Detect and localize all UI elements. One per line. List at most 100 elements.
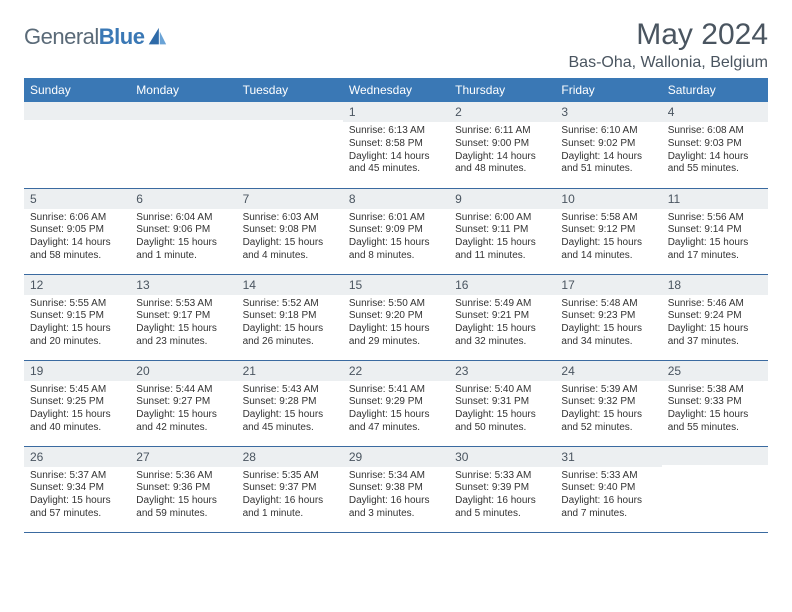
day-detail-line: Daylight: 15 hours [349, 409, 443, 422]
day-details: Sunrise: 5:52 AMSunset: 9:18 PMDaylight:… [237, 295, 343, 353]
day-detail-line: and 47 minutes. [349, 422, 443, 435]
brand-name: GeneralBlue [24, 24, 144, 50]
day-detail-line: Daylight: 15 hours [30, 495, 124, 508]
calendar-day-cell: 22Sunrise: 5:41 AMSunset: 9:29 PMDayligh… [343, 360, 449, 446]
day-detail-line: and 52 minutes. [561, 422, 655, 435]
day-details: Sunrise: 5:58 AMSunset: 9:12 PMDaylight:… [555, 209, 661, 267]
day-detail-line: Sunset: 9:29 PM [349, 396, 443, 409]
day-number: 26 [24, 447, 130, 467]
day-detail-line: Sunset: 9:32 PM [561, 396, 655, 409]
day-detail-line: Sunrise: 6:04 AM [136, 212, 230, 225]
day-detail-line: Sunrise: 5:58 AM [561, 212, 655, 225]
calendar-day-cell [24, 102, 130, 188]
day-detail-line: Daylight: 15 hours [136, 237, 230, 250]
day-detail-line: Sunset: 9:38 PM [349, 482, 443, 495]
day-detail-line: Sunrise: 5:52 AM [243, 298, 337, 311]
day-detail-line: Daylight: 15 hours [668, 323, 762, 336]
day-detail-line: Sunset: 9:06 PM [136, 224, 230, 237]
day-detail-line: and 23 minutes. [136, 336, 230, 349]
day-detail-line: Daylight: 15 hours [243, 323, 337, 336]
day-details: Sunrise: 5:46 AMSunset: 9:24 PMDaylight:… [662, 295, 768, 353]
day-detail-line: Sunrise: 5:53 AM [136, 298, 230, 311]
day-number: 2 [449, 102, 555, 122]
day-detail-line: Sunset: 9:05 PM [30, 224, 124, 237]
day-detail-line: Daylight: 14 hours [455, 151, 549, 164]
day-detail-line: Sunset: 9:37 PM [243, 482, 337, 495]
day-number: 12 [24, 275, 130, 295]
day-detail-line: Sunset: 9:31 PM [455, 396, 549, 409]
day-details: Sunrise: 6:00 AMSunset: 9:11 PMDaylight:… [449, 209, 555, 267]
calendar-day-cell: 9Sunrise: 6:00 AMSunset: 9:11 PMDaylight… [449, 188, 555, 274]
calendar-day-cell: 4Sunrise: 6:08 AMSunset: 9:03 PMDaylight… [662, 102, 768, 188]
calendar-day-cell: 6Sunrise: 6:04 AMSunset: 9:06 PMDaylight… [130, 188, 236, 274]
day-number: 1 [343, 102, 449, 122]
day-details: Sunrise: 6:08 AMSunset: 9:03 PMDaylight:… [662, 122, 768, 180]
day-detail-line: Sunrise: 5:48 AM [561, 298, 655, 311]
day-detail-line: Sunrise: 5:44 AM [136, 384, 230, 397]
day-detail-line: Daylight: 15 hours [349, 237, 443, 250]
day-number: 7 [237, 189, 343, 209]
day-detail-line: Sunrise: 6:10 AM [561, 125, 655, 138]
day-number: 14 [237, 275, 343, 295]
calendar-day-cell: 3Sunrise: 6:10 AMSunset: 9:02 PMDaylight… [555, 102, 661, 188]
day-detail-line: and 17 minutes. [668, 250, 762, 263]
day-detail-line: Sunrise: 5:43 AM [243, 384, 337, 397]
weekday-header: Thursday [449, 78, 555, 102]
calendar-week-row: 26 Sunrise: 5:37 AMSunset: 9:34 PMDayligh… [24, 446, 768, 532]
day-detail-line: Sunrise: 5:37 AM [30, 470, 124, 483]
day-detail-line: Daylight: 15 hours [668, 237, 762, 250]
day-detail-line: Sunrise: 6:13 AM [349, 125, 443, 138]
day-detail-line: Sunrise: 5:50 AM [349, 298, 443, 311]
day-number: 13 [130, 275, 236, 295]
calendar-day-cell: 1Sunrise: 6:13 AMSunset: 8:58 PMDaylight… [343, 102, 449, 188]
day-detail-line: and 20 minutes. [30, 336, 124, 349]
day-detail-line: Sunrise: 5:40 AM [455, 384, 549, 397]
day-detail-line: Daylight: 15 hours [455, 237, 549, 250]
calendar-day-cell: 29Sunrise: 5:34 AMSunset: 9:38 PMDayligh… [343, 446, 449, 532]
day-detail-line: and 1 minute. [243, 508, 337, 521]
day-detail-line: Sunset: 9:34 PM [30, 482, 124, 495]
day-detail-line: Daylight: 15 hours [136, 409, 230, 422]
calendar-week-row: 19Sunrise: 5:45 AMSunset: 9:25 PMDayligh… [24, 360, 768, 446]
day-details: Sunrise: 5:33 AMSunset: 9:39 PMDaylight:… [449, 467, 555, 525]
header: GeneralBlue May 2024 Bas-Oha, Wallonia, … [24, 18, 768, 72]
day-detail-line: Sunset: 9:36 PM [136, 482, 230, 495]
day-detail-line: Sunset: 9:03 PM [668, 138, 762, 151]
day-number: 27 [130, 447, 236, 467]
day-detail-line: Sunset: 9:27 PM [136, 396, 230, 409]
day-detail-line: Sunrise: 5:36 AM [136, 470, 230, 483]
day-detail-line: and 57 minutes. [30, 508, 124, 521]
day-number: 11 [662, 189, 768, 209]
day-detail-line: Sunset: 9:28 PM [243, 396, 337, 409]
day-detail-line: and 45 minutes. [349, 163, 443, 176]
day-detail-line: Sunrise: 5:56 AM [668, 212, 762, 225]
day-number: 24 [555, 361, 661, 381]
day-detail-line: Daylight: 15 hours [349, 323, 443, 336]
day-number: 30 [449, 447, 555, 467]
day-detail-line: Sunrise: 6:00 AM [455, 212, 549, 225]
calendar-day-cell [237, 102, 343, 188]
day-number: 9 [449, 189, 555, 209]
day-details: Sunrise: 6:01 AMSunset: 9:09 PMDaylight:… [343, 209, 449, 267]
day-details: Sunrise: 5:56 AMSunset: 9:14 PMDaylight:… [662, 209, 768, 267]
day-detail-line: and 7 minutes. [561, 508, 655, 521]
day-number: 25 [662, 361, 768, 381]
weekday-header: Sunday [24, 78, 130, 102]
calendar-day-cell: 31Sunrise: 5:33 AMSunset: 9:40 PMDayligh… [555, 446, 661, 532]
day-details: Sunrise: 5:36 AMSunset: 9:36 PMDaylight:… [130, 467, 236, 525]
day-number: 18 [662, 275, 768, 295]
day-detail-line: and 34 minutes. [561, 336, 655, 349]
day-detail-line: Sunrise: 6:11 AM [455, 125, 549, 138]
day-detail-line: and 32 minutes. [455, 336, 549, 349]
calendar-day-cell: 24Sunrise: 5:39 AMSunset: 9:32 PMDayligh… [555, 360, 661, 446]
day-detail-line: and 45 minutes. [243, 422, 337, 435]
day-number: 10 [555, 189, 661, 209]
brand-part1: General [24, 24, 99, 49]
day-number [130, 102, 236, 120]
calendar-day-cell: 18Sunrise: 5:46 AMSunset: 9:24 PMDayligh… [662, 274, 768, 360]
weekday-header: Saturday [662, 78, 768, 102]
day-details: Sunrise: 6:10 AMSunset: 9:02 PMDaylight:… [555, 122, 661, 180]
day-detail-line: Sunrise: 5:35 AM [243, 470, 337, 483]
day-detail-line: and 50 minutes. [455, 422, 549, 435]
day-number: 17 [555, 275, 661, 295]
